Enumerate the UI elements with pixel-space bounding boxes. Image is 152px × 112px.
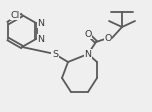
Text: N: N: [38, 34, 45, 43]
Text: N: N: [85, 50, 92, 58]
Text: O: O: [104, 33, 112, 42]
Text: Cl: Cl: [10, 11, 20, 19]
Text: S: S: [52, 50, 58, 58]
Text: N: N: [38, 18, 45, 28]
Text: O: O: [84, 29, 92, 39]
